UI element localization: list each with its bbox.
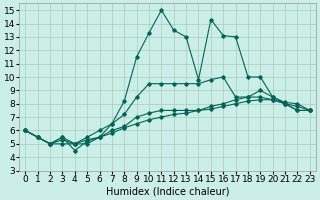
X-axis label: Humidex (Indice chaleur): Humidex (Indice chaleur) xyxy=(106,187,229,197)
